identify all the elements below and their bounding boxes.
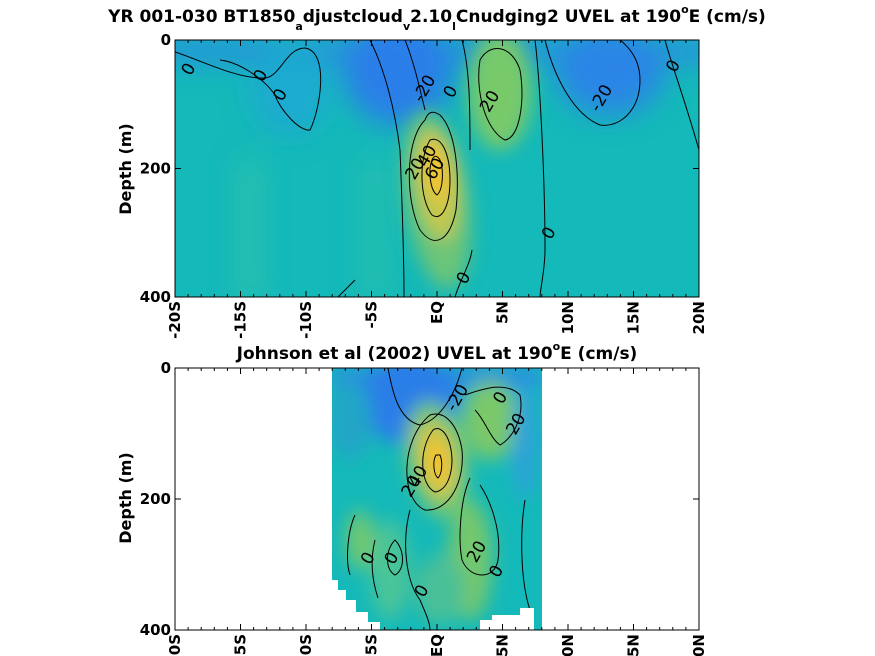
x-tick-label-top: -10S (297, 301, 315, 339)
x-tick-label-bottom: 20N (690, 634, 708, 656)
x-tick-label-bottom: EQ (428, 634, 446, 656)
x-tick-label-bottom: -15S (232, 634, 250, 656)
x-tick-label-top: 5N (494, 301, 512, 324)
axes-top: -20S -15S -10S -5S EQ 5N 10N 15N 20N 0 200 400 (140, 31, 708, 339)
y-tick-label-bottom: 400 (140, 621, 171, 639)
y-axis-label-top: Depth (m) (116, 123, 135, 215)
y-tick-label-top: 200 (140, 160, 171, 178)
panel-bottom: Johnson et al (2002) UVEL at 190oE (cm/s… (116, 340, 708, 656)
x-tick-label-bottom: 15N (625, 634, 643, 656)
y-axis-label-bottom: Depth (m) (116, 452, 135, 544)
x-tick-label-bottom: -10S (297, 634, 315, 656)
y-tick-label-top: 0 (161, 31, 171, 49)
x-tick-label-top: 15N (625, 301, 643, 334)
x-tick-label-top: 10N (559, 301, 577, 334)
x-tick-label-top: 20N (690, 301, 708, 334)
y-tick-label-top: 400 (140, 288, 171, 306)
panel-top: YR 001-030 BT1850adjustcloudv2.10lCnudgi… (107, 3, 766, 339)
y-tick-label-bottom: 0 (161, 359, 171, 377)
x-tick-label-bottom: -20S (166, 634, 184, 656)
axes-bottom: -20S -15S -10S -5S EQ 5N 10N 15N 20N 0 200 400 (140, 359, 708, 656)
x-tick-label-bottom: -5S (363, 634, 381, 656)
title-top: YR 001-030 BT1850adjustcloudv2.10lCnudgi… (107, 3, 766, 33)
x-tick-label-top: -20S (166, 301, 184, 339)
x-tick-label-bottom: 10N (559, 634, 577, 656)
contours-bottom (347, 368, 531, 630)
x-tick-label-bottom: 5N (494, 634, 512, 656)
y-tick-label-bottom: 200 (140, 490, 171, 508)
x-tick-label-top: -5S (363, 301, 381, 328)
x-tick-label-top: -15S (232, 301, 250, 339)
title-bottom: Johnson et al (2002) UVEL at 190oE (cm/s… (236, 340, 638, 364)
contours-top (175, 40, 699, 297)
x-tick-label-top: EQ (428, 301, 446, 324)
